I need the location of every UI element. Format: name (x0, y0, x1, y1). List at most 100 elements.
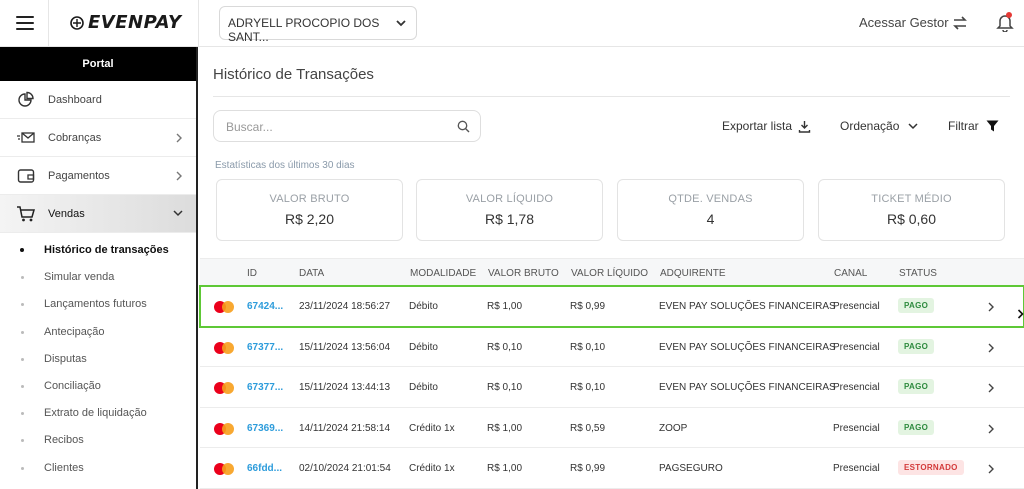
menu-icon[interactable] (16, 16, 34, 30)
chevron-right-icon[interactable] (987, 383, 995, 393)
submenu-item-historico[interactable]: Histórico de transações (0, 239, 196, 266)
stat-value: R$ 1,78 (484, 211, 535, 227)
transaction-id[interactable]: 67377... (247, 382, 284, 393)
bullet (21, 303, 24, 307)
chevron-right-icon[interactable] (987, 302, 995, 312)
sidebar-item-label: Vendas (48, 207, 85, 220)
submenu-label: Histórico de transações (44, 244, 169, 256)
filter-label: Filtrar (948, 119, 979, 133)
transaction-date: 02/10/2024 21:01:54 (299, 463, 391, 474)
logo-icon (70, 15, 84, 30)
cart-icon (16, 204, 36, 224)
transaction-date: 23/11/2024 18:56:27 (299, 301, 391, 312)
divider (198, 0, 199, 47)
vendas-submenu: Histórico de transações Simular venda La… (0, 233, 196, 484)
transaction-id[interactable]: 67424... (247, 301, 284, 312)
column-header-id[interactable]: ID (247, 268, 257, 279)
transaction-channel: Presencial (833, 382, 880, 393)
transaction-gross: R$ 1,00 (487, 463, 523, 474)
transaction-net: R$ 0,59 (570, 422, 606, 434)
logo[interactable]: EVENPAY (70, 12, 182, 33)
export-button[interactable]: Exportar lista (722, 119, 811, 133)
bullet (21, 384, 24, 388)
bullet (21, 330, 24, 334)
sidebar-item-vendas[interactable]: Vendas (0, 195, 196, 233)
account-select[interactable]: ADRYELL PROCOPIO DOS SANT... (219, 6, 417, 44)
sidebar-item-label: Dashboard (48, 93, 102, 106)
transaction-acquirer: PAGSEGURO (659, 463, 723, 474)
mastercard-icon (214, 382, 234, 394)
sidebar-item-pagamentos[interactable]: Pagamentos (0, 157, 196, 195)
submenu-item-conciliacao[interactable]: Conciliação (0, 375, 196, 402)
stat-label: VALOR BRUTO (269, 193, 350, 205)
transaction-id[interactable]: 67369... (247, 422, 284, 434)
submenu-item-antecipacao[interactable]: Antecipação (0, 321, 196, 348)
column-header-bruto[interactable]: VALOR BRUTO (488, 268, 559, 279)
submenu-item-disputas[interactable]: Disputas (0, 348, 196, 375)
transaction-id[interactable]: 66fdd... (247, 463, 283, 474)
submenu-label: Antecipação (44, 325, 105, 338)
search-input[interactable]: Buscar... (213, 110, 481, 142)
column-header-status[interactable]: STATUS (899, 268, 937, 279)
submenu-item-lancamentos[interactable]: Lançamentos futuros (0, 293, 196, 320)
sidebar: Portal Dashboard Cobranças Pagamentos Ve… (0, 47, 198, 489)
bullet (21, 357, 24, 361)
bullet (20, 248, 24, 252)
submenu-item-simular[interactable]: Simular venda (0, 266, 196, 293)
stats-label: Estatísticas dos últimos 30 dias (215, 160, 355, 171)
search-icon (457, 120, 470, 133)
mastercard-icon (214, 341, 234, 354)
mail-send-icon (16, 128, 36, 148)
transaction-channel: Presencial (833, 422, 880, 434)
filter-icon (986, 120, 999, 132)
bullet (21, 439, 24, 443)
transaction-net: R$ 0,10 (570, 382, 606, 393)
column-header-adquirente[interactable]: ADQUIRENTE (660, 268, 726, 279)
transaction-gross: R$ 0,10 (487, 341, 523, 353)
column-header-canal[interactable]: CANAL (834, 268, 868, 279)
portal-header: Portal (0, 47, 196, 81)
filter-button[interactable]: Filtrar (948, 119, 999, 133)
transaction-net: R$ 0,99 (570, 463, 606, 474)
submenu-label: Extrato de liquidação (44, 407, 147, 420)
status-badge: PAGO (898, 379, 935, 394)
transaction-mode: Crédito 1x (409, 463, 455, 474)
top-bar: EVENPAY ADRYELL PROCOPIO DOS SANT... Ace… (0, 0, 1024, 47)
submenu-item-clientes[interactable]: Clientes (0, 457, 196, 484)
transaction-acquirer: EVEN PAY SOLUÇÕES FINANCEIRAS (659, 341, 836, 353)
logo-text: EVENPAY (88, 12, 182, 33)
chevron-right-icon[interactable] (1017, 309, 1024, 319)
status-badge: PAGO (898, 338, 935, 354)
bullet (21, 466, 24, 470)
chevron-right-icon[interactable] (987, 464, 995, 474)
sidebar-item-cobrancas[interactable]: Cobranças (0, 119, 196, 157)
transaction-id[interactable]: 67377... (247, 341, 284, 353)
column-header-liquido[interactable]: VALOR LÍQUIDO (571, 268, 649, 279)
submenu-item-extrato[interactable]: Extrato de liquidação (0, 402, 196, 429)
transaction-mode: Débito (409, 341, 438, 353)
sidebar-item-dashboard[interactable]: Dashboard (0, 81, 196, 119)
transaction-acquirer: EVEN PAY SOLUÇÕES FINANCEIRAS (659, 301, 836, 312)
transaction-date: 14/11/2024 21:58:14 (299, 422, 391, 434)
table-row[interactable]: 66fdd... 02/10/2024 21:01:54 Crédito 1x … (200, 448, 1024, 489)
stat-card-ticket: TICKET MÉDIO R$ 0,60 (818, 179, 1005, 241)
table-row[interactable]: 67377... 15/11/2024 13:44:13 Débito R$ 0… (200, 367, 1024, 408)
table-row[interactable]: 67369... 14/11/2024 21:58:14 Crédito 1x … (200, 408, 1024, 448)
transaction-mode: Débito (409, 382, 438, 393)
swap-icon[interactable] (950, 13, 970, 33)
chevron-right-icon[interactable] (987, 343, 995, 353)
order-dropdown[interactable]: Ordenação (840, 119, 919, 133)
transaction-gross: R$ 1,00 (487, 422, 523, 434)
table-row[interactable]: 67424... 23/11/2024 18:56:27 Débito R$ 1… (199, 285, 1024, 328)
chevron-down-icon (173, 210, 183, 217)
transaction-gross: R$ 1,00 (487, 301, 523, 312)
chevron-right-icon[interactable] (987, 424, 995, 434)
submenu-label: Conciliação (44, 379, 101, 392)
download-icon (798, 120, 811, 133)
table-row[interactable]: 67377... 15/11/2024 13:56:04 Débito R$ 0… (200, 327, 1024, 367)
submenu-item-recibos[interactable]: Recibos (0, 429, 196, 456)
column-header-modalidade[interactable]: MODALIDADE (410, 268, 477, 279)
access-manager-link[interactable]: Acessar Gestor (859, 15, 949, 30)
transaction-gross: R$ 0,10 (487, 382, 523, 393)
column-header-data[interactable]: DATA (299, 268, 325, 279)
